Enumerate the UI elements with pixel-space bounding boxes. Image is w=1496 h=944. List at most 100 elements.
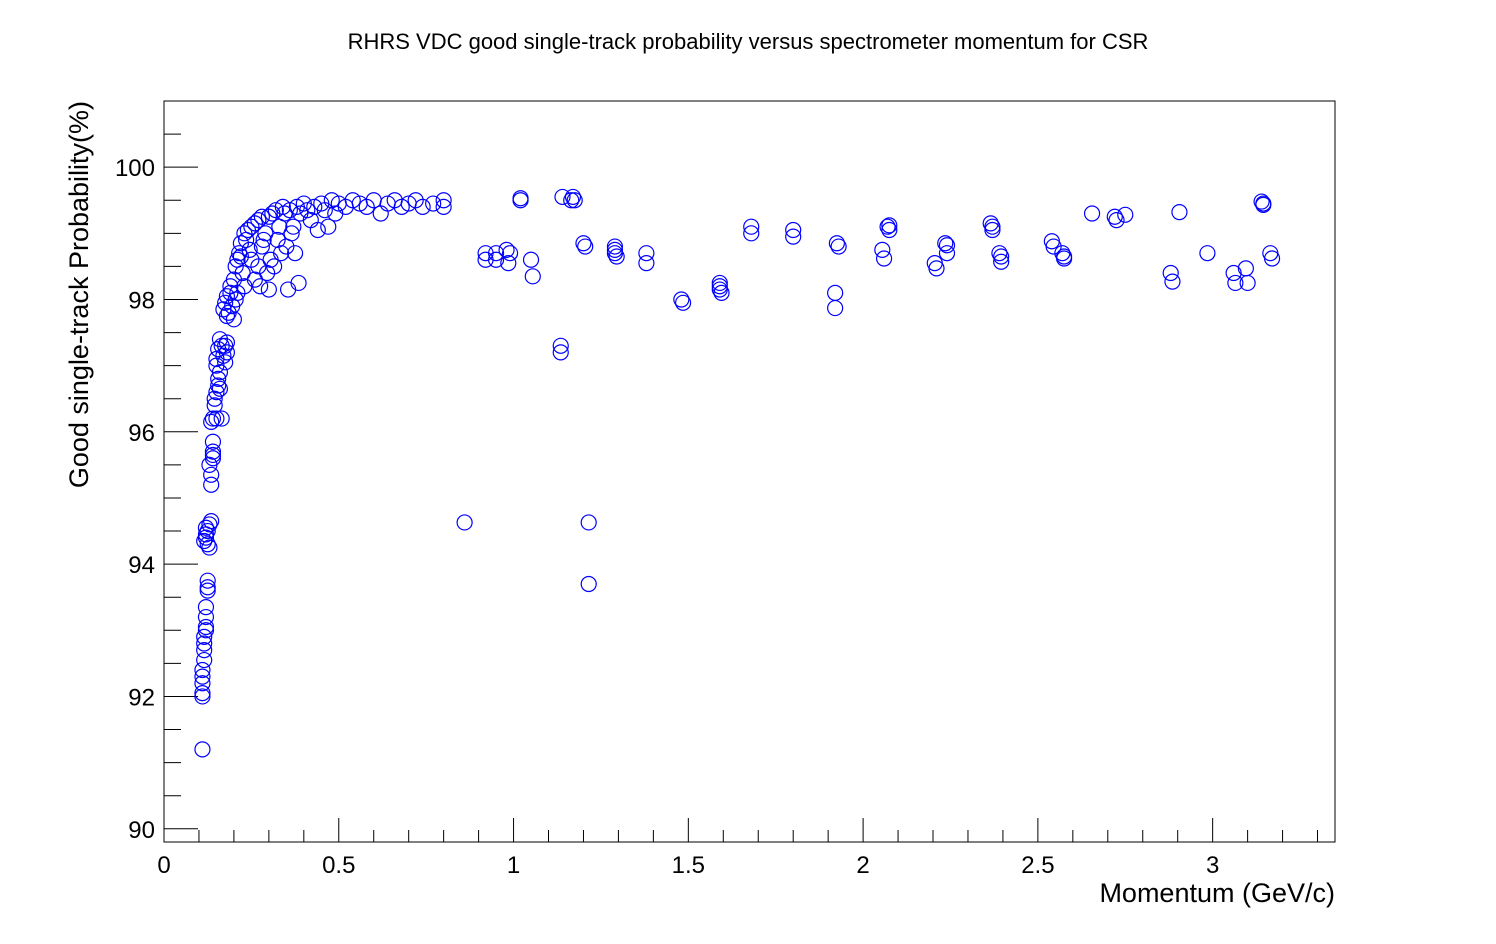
data-point — [217, 294, 234, 311]
data-point — [564, 188, 582, 206]
data-point — [320, 218, 337, 235]
data-point — [274, 198, 291, 215]
data-point — [250, 258, 267, 275]
x-tick-label: 0.5 — [322, 852, 355, 879]
data-point — [711, 274, 728, 292]
data-point — [344, 192, 361, 209]
data-point — [928, 260, 945, 277]
data-point — [984, 218, 1001, 235]
data-point — [232, 235, 250, 252]
data-point — [302, 211, 319, 229]
data-point — [552, 337, 569, 354]
data-point — [201, 516, 218, 533]
data-point — [554, 188, 571, 206]
x-tick-label: 2.5 — [1021, 852, 1054, 879]
data-point — [269, 231, 286, 249]
data-point — [309, 221, 326, 239]
data-point — [266, 258, 283, 275]
data-point — [241, 241, 258, 258]
data-point — [306, 198, 323, 215]
data-point — [435, 198, 452, 215]
data-point — [874, 241, 891, 258]
x-tick-label: 3 — [1206, 852, 1219, 879]
data-point — [785, 228, 802, 245]
data-point — [881, 217, 898, 234]
chart-title: RHRS VDC good single-track probability v… — [348, 29, 1149, 54]
data-point — [250, 211, 267, 229]
data-point — [1108, 211, 1125, 229]
x-axis-tick-labels: 0 0.5 1 1.5 2 2.5 3 — [157, 852, 1219, 879]
y-axis-tick-labels: 90 92 94 96 98 100 — [115, 155, 155, 844]
data-point — [711, 281, 728, 298]
data-point — [197, 529, 215, 546]
data-point — [991, 245, 1008, 262]
data-point — [1106, 208, 1123, 225]
data-point — [253, 208, 270, 225]
data-point — [1255, 196, 1272, 213]
data-point — [743, 218, 760, 235]
data-point — [487, 251, 505, 268]
data-point — [194, 688, 211, 705]
data-point — [283, 225, 300, 242]
data-point — [1225, 264, 1242, 282]
data-point — [1045, 238, 1062, 255]
data-point — [204, 410, 222, 427]
data-point — [203, 476, 220, 493]
data-point — [252, 278, 269, 295]
data-point — [255, 231, 272, 249]
data-point — [204, 443, 222, 460]
data-point — [227, 291, 244, 308]
data-point — [299, 202, 316, 219]
data-point — [260, 281, 277, 298]
data-points — [194, 188, 1281, 758]
data-point — [273, 245, 290, 262]
y-tick-label: 94 — [128, 552, 155, 579]
data-point — [217, 337, 234, 354]
data-point — [201, 539, 218, 556]
data-point — [286, 245, 304, 262]
x-axis-ticks — [163, 818, 1319, 842]
x-tick-label: 2 — [856, 852, 869, 879]
data-point — [524, 268, 541, 285]
data-point — [522, 251, 540, 268]
data-point — [487, 245, 505, 262]
data-point — [327, 205, 344, 222]
data-point — [638, 245, 655, 262]
data-point — [638, 254, 655, 272]
data-point — [1239, 274, 1256, 292]
data-point — [673, 291, 690, 308]
data-point — [197, 608, 215, 626]
data-point — [199, 572, 216, 589]
y-axis-title: Good single-track Probability(%) — [64, 101, 94, 488]
data-point — [203, 413, 220, 430]
data-point — [875, 250, 893, 267]
y-tick-label: 90 — [128, 817, 155, 844]
data-point — [276, 205, 293, 222]
data-point — [827, 284, 844, 301]
data-point — [577, 238, 594, 255]
data-point — [234, 264, 251, 282]
x-tick-label: 1.5 — [672, 852, 705, 879]
data-point — [1117, 206, 1134, 223]
data-point — [204, 450, 222, 467]
data-point — [290, 274, 307, 292]
data-point — [285, 218, 302, 235]
data-point — [199, 522, 216, 540]
data-point — [881, 221, 898, 239]
data-point — [218, 288, 236, 305]
data-point — [203, 466, 220, 483]
data-point — [498, 241, 515, 258]
data-point — [993, 248, 1010, 265]
data-point — [232, 248, 250, 265]
data-point — [208, 384, 225, 401]
data-point — [501, 245, 519, 262]
data-point — [210, 370, 227, 387]
data-point — [552, 344, 569, 361]
data-point — [253, 238, 270, 255]
plot-frame — [163, 100, 1336, 843]
data-point — [827, 299, 844, 317]
data-point — [580, 514, 597, 531]
data-point — [199, 582, 216, 599]
data-point — [199, 579, 216, 596]
data-point — [196, 635, 213, 652]
